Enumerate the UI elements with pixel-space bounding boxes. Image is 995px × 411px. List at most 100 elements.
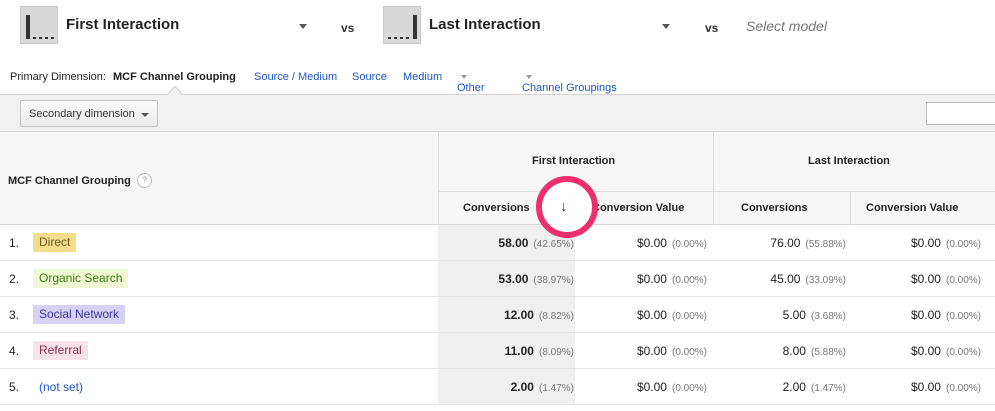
value: $0.00 xyxy=(910,272,941,286)
vs-label: vs xyxy=(705,21,719,35)
li-conversions: 5.00 (3.68%) xyxy=(783,308,846,322)
second-model-name[interactable]: Last Interaction xyxy=(429,16,541,33)
dimension-link-source[interactable]: Source xyxy=(352,71,387,83)
sorted-column-cell xyxy=(438,333,575,368)
group-header-last-interaction: Last Interaction xyxy=(808,155,890,167)
channel-badge[interactable]: Referral xyxy=(33,341,88,360)
channel-groupings-link[interactable]: Channel Groupings xyxy=(522,71,617,94)
percent: (5.88%) xyxy=(810,347,846,358)
percent: (8.09%) xyxy=(538,347,574,358)
percent: (1.47%) xyxy=(810,383,846,394)
value: $0.00 xyxy=(636,272,667,286)
value: $0.00 xyxy=(910,236,941,250)
fi-conversions: 12.00 (8.82%) xyxy=(504,308,574,322)
dimension-link-other[interactable]: Other xyxy=(457,71,485,94)
other-label: Other xyxy=(457,82,485,94)
value: 45.00 xyxy=(770,272,801,286)
channel-link-not-set[interactable]: (not set) xyxy=(39,380,84,394)
percent: (0.00%) xyxy=(945,239,981,250)
value: $0.00 xyxy=(636,344,667,358)
secondary-dimension-label: Secondary dimension xyxy=(29,108,135,120)
sort-descending-icon[interactable]: ↓ xyxy=(560,198,568,215)
channel-badge[interactable]: Direct xyxy=(33,233,77,252)
li-conversion-value: $0.00 (0.00%) xyxy=(911,308,981,322)
chevron-down-icon xyxy=(526,75,532,80)
dimension-link-source-medium[interactable]: Source / Medium xyxy=(254,71,338,83)
percent: (0.00%) xyxy=(945,383,981,394)
value: $0.00 xyxy=(910,344,941,358)
column-divider xyxy=(438,132,439,225)
vs-label: vs xyxy=(341,21,355,35)
fi-conversion-value: $0.00 (0.00%) xyxy=(637,308,707,322)
select-model-dropdown[interactable]: Select model xyxy=(746,18,827,34)
li-conversion-value: $0.00 (0.00%) xyxy=(911,236,981,250)
secondary-dimension-button[interactable]: Secondary dimension xyxy=(20,100,158,127)
row-number: 4. xyxy=(9,344,20,358)
value: 11.00 xyxy=(504,344,534,358)
value: 2.00 xyxy=(782,380,806,394)
percent: (8.82%) xyxy=(538,311,574,322)
li-conversions: 2.00 (1.47%) xyxy=(783,380,846,394)
value: $0.00 xyxy=(910,380,941,394)
first-model-name[interactable]: First Interaction xyxy=(66,16,180,33)
chevron-down-icon[interactable] xyxy=(662,24,670,29)
value: $0.00 xyxy=(636,236,667,250)
percent: (38.97%) xyxy=(533,275,574,286)
value: 58.00 xyxy=(498,236,529,250)
value: 76.00 xyxy=(770,236,801,250)
sorted-column-cell xyxy=(438,261,575,296)
percent: (0.00%) xyxy=(945,275,981,286)
column-header-conversions[interactable]: Conversions xyxy=(463,202,530,214)
column-divider xyxy=(713,132,714,225)
fi-conversions: 2.00 (1.47%) xyxy=(511,380,574,394)
fi-conversion-value: $0.00 (0.00%) xyxy=(637,380,707,394)
table-toolbar: Secondary dimension xyxy=(0,94,995,132)
sorted-column-cell xyxy=(438,369,575,404)
percent: (0.00%) xyxy=(945,311,981,322)
column-header-conversion-value[interactable]: Conversion Value xyxy=(866,202,959,214)
row-number: 5. xyxy=(9,380,20,394)
percent: (0.00%) xyxy=(671,383,707,394)
percent: (0.00%) xyxy=(671,275,707,286)
fi-conversions: 11.00 (8.09%) xyxy=(505,344,574,358)
percent: (42.65%) xyxy=(533,239,574,250)
last-interaction-model-icon[interactable] xyxy=(383,6,421,44)
percent: (55.88%) xyxy=(805,239,846,250)
value: 8.00 xyxy=(782,344,806,358)
percent: (33.09%) xyxy=(805,275,846,286)
li-conversion-value: $0.00 (0.00%) xyxy=(911,272,981,286)
table-search-input[interactable] xyxy=(926,102,995,125)
table-row: 5. (not set) 2.00 (1.47%) $0.00 (0.00%) 2.… xyxy=(0,369,995,405)
li-conversions: 45.00 (33.09%) xyxy=(770,272,846,286)
model-comparison-bar: First Interaction vs Last Interaction vs… xyxy=(0,0,995,60)
primary-dimension-label: Primary Dimension: xyxy=(10,71,106,83)
table-row: 3. Social Network 12.00 (8.82%) $0.00 (0.0… xyxy=(0,297,995,333)
data-table: MCF Channel Grouping ? First Interaction… xyxy=(0,132,995,411)
group-header-first-interaction: First Interaction xyxy=(532,155,616,167)
channel-badge[interactable]: Organic Search xyxy=(33,269,129,288)
column-header-conversion-value[interactable]: Conversion Value xyxy=(592,202,685,214)
chevron-down-icon xyxy=(461,75,467,80)
value: $0.00 xyxy=(636,308,667,322)
row-number: 3. xyxy=(9,308,20,322)
li-conversions: 8.00 (5.88%) xyxy=(783,344,846,358)
table-row: 2. Organic Search 53.00 (38.97%) $0.00 (0.… xyxy=(0,261,995,297)
li-conversion-value: $0.00 (0.00%) xyxy=(911,380,981,394)
table-row: 4. Referral 11.00 (8.09%) $0.00 (0.00%) 8.… xyxy=(0,333,995,369)
value: 2.00 xyxy=(510,380,534,394)
channel-badge[interactable]: Social Network xyxy=(33,305,126,324)
fi-conversion-value: $0.00 (0.00%) xyxy=(637,236,707,250)
first-interaction-model-icon[interactable] xyxy=(20,6,58,44)
table-row: 1. Direct 58.00 (42.65%) $0.00 (0.00%) 76.… xyxy=(0,225,995,261)
fi-conversions: 58.00 (42.65%) xyxy=(498,236,574,250)
chevron-down-icon[interactable] xyxy=(299,24,307,29)
dimension-link-medium[interactable]: Medium xyxy=(403,71,443,83)
row-number: 2. xyxy=(9,272,20,286)
column-header-channel-grouping[interactable]: MCF Channel Grouping xyxy=(8,175,131,187)
column-header-conversions[interactable]: Conversions xyxy=(741,202,808,214)
sorted-column-cell xyxy=(438,297,575,332)
column-divider xyxy=(850,191,851,225)
percent: (0.00%) xyxy=(671,347,707,358)
help-icon[interactable]: ? xyxy=(137,173,152,188)
fi-conversion-value: $0.00 (0.00%) xyxy=(637,272,707,286)
